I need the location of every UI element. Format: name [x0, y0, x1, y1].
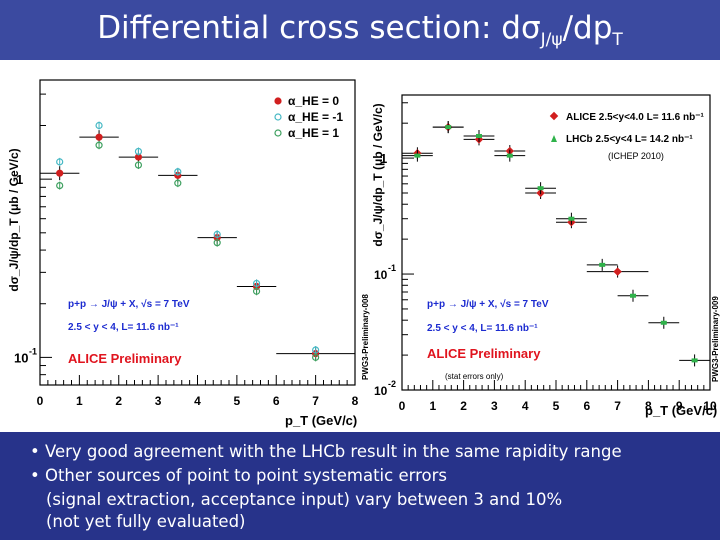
y-tick-exponent: -1 [388, 263, 396, 273]
x-tick-label: 3 [155, 394, 162, 408]
x-tick-label: 10 [703, 399, 717, 413]
bullet-2: • Other sources of point to point system… [30, 466, 447, 485]
data-point [445, 125, 452, 130]
legend-marker [274, 129, 282, 137]
legend-marker [274, 97, 282, 105]
bullet-4: (not yet fully evaluated) [46, 512, 246, 531]
data-point [95, 121, 103, 130]
data-point [174, 168, 182, 176]
plot-area: 0 1 2 3 4 5 6 7 8 1 10 -1 p_T (GeV/c) dσ_J/ψ/dp_T (μb… [0, 60, 720, 432]
slide-title: Differential cross section: dσJ/ψ/dpT [0, 10, 720, 50]
data-point [56, 182, 64, 190]
x-tick-label: 3 [491, 399, 498, 413]
data-point [476, 134, 482, 139]
x-tick-label: 4 [194, 394, 201, 408]
legend-marker [549, 111, 559, 121]
x-tick-label: 4 [522, 399, 529, 413]
legend-marker [274, 113, 282, 121]
data-point [568, 216, 575, 221]
data-point [95, 133, 103, 141]
annotation-alice: ALICE Preliminary [68, 351, 182, 366]
x-tick-label: 7 [614, 399, 621, 413]
y-tick-label: 1 [16, 172, 23, 187]
y-tick-exponent: -1 [29, 346, 37, 356]
legend-label: α_HE = 1 [288, 126, 339, 140]
annotation-process: p+p → J/ψ + X, √s = 7 TeV [427, 299, 549, 310]
annotation-range: 2.5 < y < 4, L= 11.6 nb⁻¹ [427, 323, 538, 334]
x-tick-label: 2 [460, 399, 467, 413]
annotation-stat-errors: (stat errors only) [445, 372, 504, 381]
title-bar [0, 0, 720, 60]
y-tick-label: 10 [14, 350, 28, 365]
title-tail: /dp [562, 10, 613, 46]
data-point [95, 141, 103, 149]
x-tick-label: 6 [583, 399, 590, 413]
x-tick-label: 2 [115, 394, 122, 408]
y-axis-label: dσ_J/ψ/dp_T (μb / GeV/c) [371, 103, 385, 246]
legend-label: LHCb 2.5<y<4 L= 14.2 nb⁻¹ [566, 134, 693, 145]
annotation-ichep: (ICHEP 2010) [608, 151, 664, 161]
data-point [56, 169, 64, 177]
preliminary-label-left: PWG3-Preliminary-008 [361, 294, 370, 380]
y-tick-label: 1 [380, 151, 387, 166]
legend-label: α_HE = -1 [288, 110, 343, 124]
title-subscript-t: T [612, 30, 623, 51]
x-tick-label: 1 [429, 399, 436, 413]
data-point [312, 346, 320, 354]
legend-label: ALICE 2.5<y<4.0 L= 11.6 nb⁻¹ [566, 112, 705, 123]
x-tick-label: 5 [553, 399, 560, 413]
data-point [134, 147, 143, 156]
annotation-range: 2.5 < y < 4, L= 11.6 nb⁻¹ [68, 322, 179, 333]
x-tick-label: 5 [234, 394, 241, 408]
y-tick-label: 10 [374, 268, 388, 282]
data-point [613, 267, 622, 276]
y-tick-exponent: -2 [388, 379, 396, 389]
bullet-3: (signal extraction, acceptance input) va… [46, 490, 563, 509]
annotation-alice: ALICE Preliminary [427, 346, 541, 361]
x-axis-label: p_T (GeV/c) [645, 403, 717, 418]
data-point [414, 153, 421, 158]
title-subscript: J/ψ [540, 30, 563, 51]
x-tick-label: 1 [76, 394, 83, 408]
x-tick-label: 0 [37, 394, 44, 408]
bullet-panel: • Very good agreement with the LHCb resu… [0, 432, 720, 540]
data-point [174, 179, 182, 187]
bullet-1: • Very good agreement with the LHCb resu… [30, 442, 622, 461]
title-main: Differential cross section: dσ [97, 10, 541, 46]
y-axis-label: dσ_J/ψ/dp_T (μb / GeV/c) [7, 148, 21, 291]
x-tick-label: 9 [676, 399, 683, 413]
y-tick-label: 10 [374, 384, 388, 398]
data-point [56, 158, 64, 166]
x-tick-label: 8 [352, 394, 359, 408]
preliminary-label-right: PWG3-Preliminary-009 [711, 296, 720, 382]
data-point [537, 186, 544, 191]
legend-label: α_HE = 0 [288, 94, 339, 108]
legend-marker [551, 135, 557, 142]
data-point [134, 161, 143, 169]
data-point [213, 239, 221, 247]
x-tick-label: 0 [399, 399, 406, 413]
x-tick-label: 6 [273, 394, 280, 408]
data-point [691, 358, 698, 363]
annotation-process: p+p → J/ψ + X, √s = 7 TeV [68, 299, 190, 310]
data-point [213, 230, 221, 238]
data-point [506, 153, 513, 158]
x-tick-label: 8 [645, 399, 652, 413]
x-axis-label: p_T (GeV/c) [285, 413, 357, 428]
data-point [252, 287, 261, 295]
data-point [312, 353, 320, 361]
data-point [252, 279, 261, 288]
data-point [630, 293, 636, 298]
data-point [599, 262, 606, 267]
x-tick-label: 7 [312, 394, 319, 408]
data-point [660, 320, 667, 325]
